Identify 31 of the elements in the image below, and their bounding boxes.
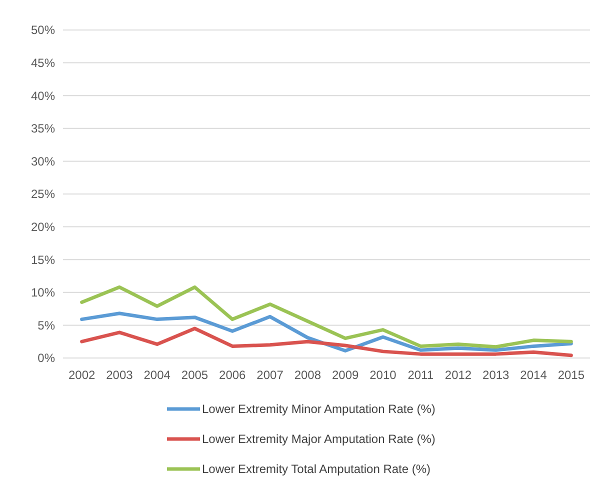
y-tick-label: 45%: [30, 56, 56, 70]
line-series: [80, 285, 573, 349]
legend-label: Lower Extremity Minor Amputation Rate (%): [202, 402, 436, 416]
y-tick-label: 25%: [30, 187, 56, 202]
x-tick-label: 2009: [332, 368, 359, 382]
x-tick-label: 2003: [106, 368, 134, 382]
y-tick-label: 5%: [38, 318, 56, 332]
x-tick-label: 2006: [219, 368, 246, 382]
y-tick-label: 20%: [30, 220, 56, 234]
x-tick-label: 2012: [444, 368, 472, 382]
y-tick-label: 35%: [30, 122, 56, 136]
line-series: [80, 326, 573, 358]
x-tick-label: 2005: [181, 368, 208, 382]
legend-label: Lower Extremity Total Amputation Rate (%): [202, 462, 431, 476]
x-tick-label: 2014: [520, 368, 548, 382]
x-tick-label: 2008: [294, 368, 322, 382]
line-series: [80, 312, 573, 353]
legend-label: Lower Extremity Major Amputation Rate (%): [202, 432, 436, 446]
x-tick-label: 2010: [370, 368, 397, 382]
x-tick-label: 2011: [408, 368, 434, 382]
x-tick-label: 2007: [256, 368, 284, 382]
y-tick-label: 30%: [30, 154, 56, 168]
x-tick-label: 2002: [68, 368, 96, 382]
x-tick-label: 2015: [558, 368, 585, 382]
x-tick-label: 2013: [482, 368, 510, 382]
y-tick-label: 40%: [30, 88, 56, 103]
x-tick-label: 2004: [144, 368, 171, 382]
y-tick-label: 50%: [30, 23, 56, 38]
y-tick-label: 15%: [30, 252, 56, 267]
y-tick-label: 0%: [38, 351, 56, 366]
y-tick-label: 10%: [30, 286, 56, 300]
